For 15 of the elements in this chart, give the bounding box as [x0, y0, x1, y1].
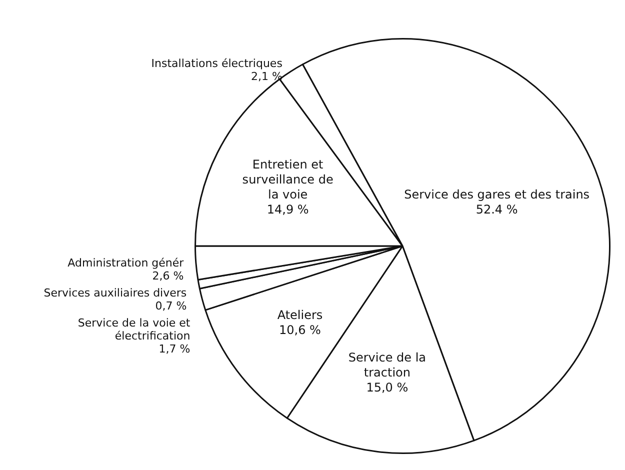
slice-label: Ateliers — [277, 308, 323, 322]
data-label: 2,6 % — [152, 269, 184, 282]
slice-label: Entretien et surveillance de la voie — [242, 158, 334, 202]
data-label: 0,7 % — [155, 299, 187, 312]
data-label: 10,6 % — [279, 323, 321, 338]
data-label: 1,7 % — [158, 342, 190, 356]
slice-label: Service de la traction — [348, 350, 426, 380]
slice-label: Services auxiliaires divers — [44, 286, 187, 300]
data-label: 14,9 % — [266, 202, 309, 217]
slice-label: Service de la voie et électrification — [78, 316, 191, 342]
slice-label: Service des gares et des trains — [404, 188, 590, 202]
data-label: 52.4 % — [476, 202, 518, 217]
slice-label: Installations électriques — [151, 57, 283, 70]
data-label: 15,0 % — [366, 380, 408, 395]
slice-label: Administration génér — [68, 256, 184, 270]
